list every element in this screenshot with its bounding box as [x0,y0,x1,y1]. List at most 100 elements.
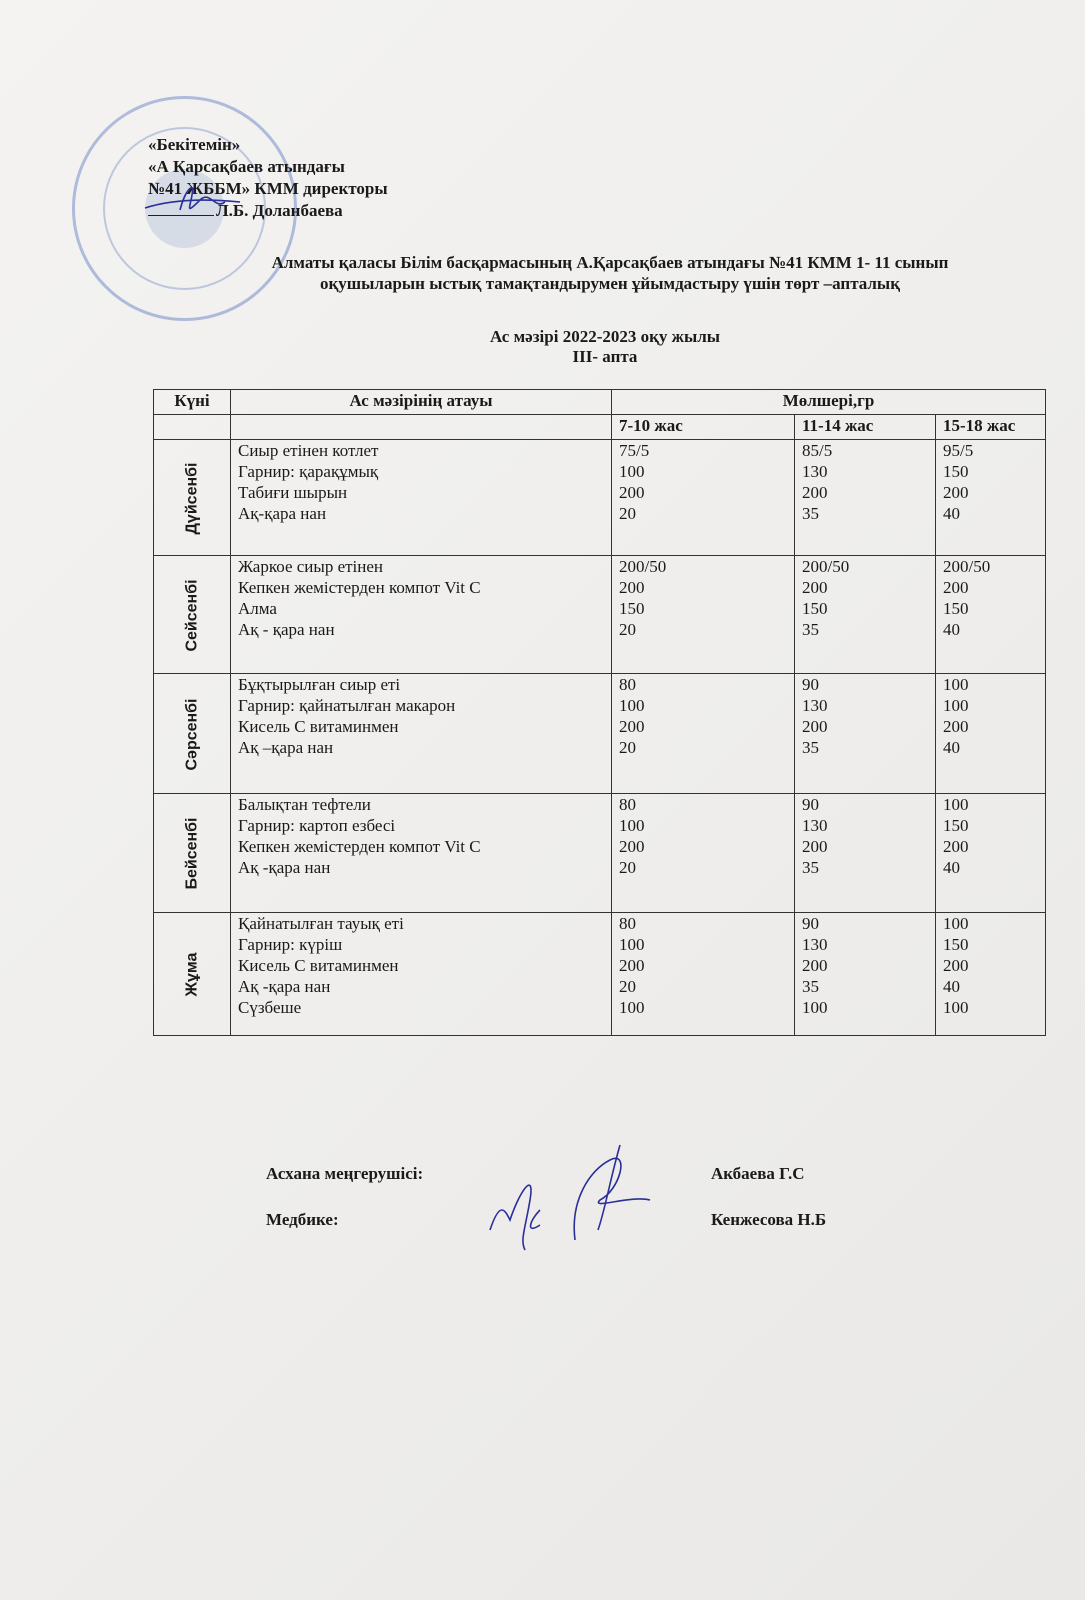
portion-value: 40 [943,504,960,523]
portion-list: 95/5 150 200 40 [935,439,1046,556]
portion-list: 85/5 130 200 35 [794,439,936,556]
portion-value: 200 [619,717,645,736]
cook-label: Асхана меңгерушісі: [266,1164,424,1183]
dish-name: Ақ –қара нан [238,738,334,757]
portion-value: 40 [943,738,960,757]
portion-value: 130 [802,462,828,481]
dish-name: Сүзбеше [238,998,302,1017]
dish-list: Қайнатылған тауық еті Гарнир: күріш Кисель… [230,912,612,1036]
day-label: Сәрсенбі [183,697,201,771]
header-age: 7-10 жас [611,414,795,440]
portion-list: 80 100 200 20 [611,673,795,794]
header-amount: Мөлшері,гр [611,389,1046,415]
portion-list: 100 150 200 40 [935,793,1046,913]
nurse-name: Кенжесова Н.Б [711,1210,827,1229]
portion-value: 90 [802,675,819,694]
portion-value: 80 [619,675,636,694]
dish-list: Балықтан тефтели Гарнир: картоп езбесі Кеп… [230,793,612,913]
portion-value: 150 [943,462,969,481]
day-label: Сейсенбі [183,578,201,652]
dish-name: Гарнир: қарақұмық [238,462,379,481]
dish-name: Кисель С витаминмен [238,717,399,736]
portion-value: 200 [619,578,645,597]
dish-name: Ақ - қара нан [238,620,335,639]
portion-value: 150 [619,599,645,618]
portion-value: 80 [619,795,636,814]
dish-name: Бұқтырылған сиыр еті [238,675,401,694]
menu-table: Күні Ас мәзірінің атауы Мөлшері,гр 7-10 … [153,389,1046,1036]
dish-name: Қайнатылған тауық еті [238,914,404,933]
portion-value: 100 [619,998,645,1017]
portion-value: 200 [802,837,828,856]
portion-value: 130 [802,935,828,954]
approval-block: «Бекітемін» «А Қарсақбаев атындағы №41 Ж… [148,134,388,222]
portion-value: 200/50 [943,557,991,576]
portion-value: 90 [802,795,819,814]
dish-name: Балықтан тефтели [238,795,371,814]
portion-value: 35 [802,504,819,523]
portion-list: 100 100 200 40 [935,673,1046,794]
portion-value: 200 [943,483,969,502]
header-age: 11-14 жас [794,414,936,440]
portion-value: 200 [943,578,969,597]
dish-name: Жаркое сиыр етінен [238,557,384,576]
dish-name: Ақ-қара нан [238,504,327,523]
week-label: ІІІ- апта [572,347,638,366]
day-label: Жұма [183,952,201,997]
portion-value: 35 [802,977,819,996]
portion-value: 100 [943,914,969,933]
portion-value: 75/5 [619,441,650,460]
director-signature [144,187,241,211]
portion-value: 80 [619,914,636,933]
dish-name: Кепкен жемістерден компот Vit C [238,578,481,597]
table-row: Сәрсенбі Бұқтырылған сиыр еті Гарнир: қайн… [153,673,1046,794]
portion-value: 200 [802,717,828,736]
dish-name: Ақ -қара нан [238,977,331,996]
dish-list: Жаркое сиыр етінен Кепкен жемістерден ком… [230,555,612,674]
dish-list: Сиыр етінен котлет Гарнир: қарақұмық Табиғ… [230,439,612,556]
header-age: 15-18 жас [935,414,1046,440]
portion-value: 200 [943,837,969,856]
dish-name: Алма [238,599,277,618]
portion-value: 100 [943,795,969,814]
portion-value: 35 [802,858,819,877]
cook-name: Акбаева Г.С [711,1164,805,1183]
nurse-label: Медбике: [266,1210,339,1229]
day-label: Бейсенбі [183,817,201,890]
dish-name: Гарнир: күріш [238,935,343,954]
portion-list: 90 130 200 35 100 [794,912,936,1036]
day-label: Дүйсенбі [183,462,201,534]
portion-value: 40 [943,620,960,639]
portion-list: 80 100 200 20 100 [611,912,795,1036]
portion-value: 90 [802,914,819,933]
portion-value: 150 [943,935,969,954]
portion-value: 20 [619,738,636,757]
dish-name: Гарнир: картоп езбесі [238,816,396,835]
portion-value: 100 [619,696,645,715]
portion-value: 200 [619,837,645,856]
portion-list: 200/50 200 150 40 [935,555,1046,674]
approval-line: «А Қарсақбаев атындағы [148,157,345,176]
portion-value: 40 [943,977,960,996]
dish-name: Сиыр етінен котлет [238,441,379,460]
portion-value: 35 [802,620,819,639]
portion-value: 20 [619,858,636,877]
portion-value: 200 [802,483,828,502]
document-title-line: Алматы қаласы Білім басқармасының А.Қарс… [271,253,949,272]
portion-value: 100 [943,696,969,715]
portion-value: 20 [619,620,636,639]
table-row: Дүйсенбі Сиыр етінен котлет Гарнир: қарақұ… [153,439,1046,556]
approval-line: «Бекітемін» [148,135,241,154]
portion-list: 200/50 200 150 20 [611,555,795,674]
portion-value: 200 [619,483,645,502]
header-name: Ас мәзірінің атауы [230,389,612,415]
approval-line: №41 ЖББМ» КММ директоры [148,179,388,198]
header-day: Күні [153,389,231,415]
document-title-line: оқушыларын ыстық тамақтандырумен ұйымдас… [319,274,901,293]
portion-value: 200 [943,717,969,736]
portion-value: 100 [802,998,828,1017]
footer-signatures [489,1144,651,1251]
portion-value: 100 [619,462,645,481]
portion-value: 20 [619,504,636,523]
dish-name: Гарнир: қайнатылған макарон [238,696,456,715]
